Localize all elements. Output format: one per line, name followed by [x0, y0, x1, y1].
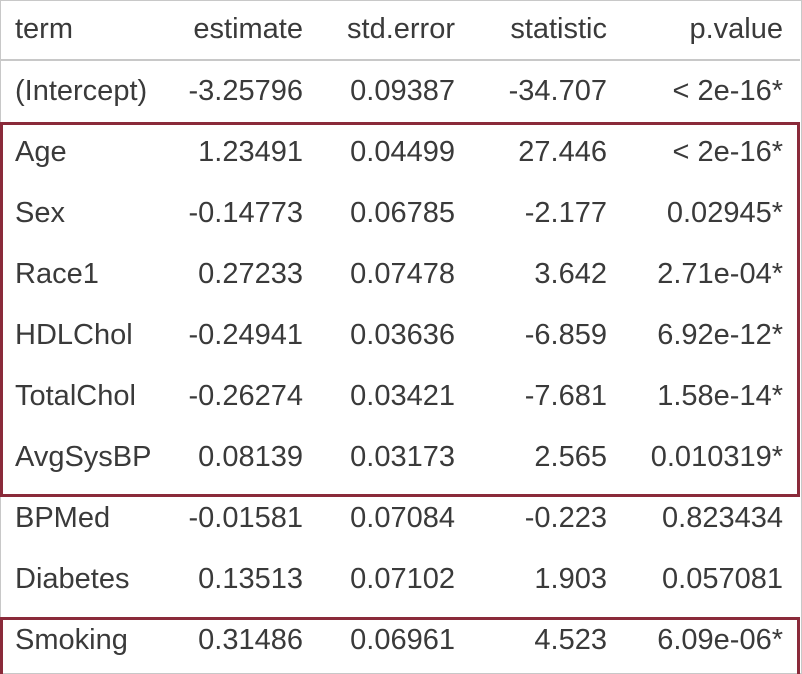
table-row: Race1 0.27233 0.07478 3.642 2.71e-04* — [0, 244, 800, 305]
table-row: HDLChol -0.24941 0.03636 -6.859 6.92e-12* — [0, 305, 800, 366]
table-row: Diabetes 0.13513 0.07102 1.903 0.057081 — [0, 549, 800, 610]
cell-std-error: 0.03421 — [350, 380, 455, 412]
cell-estimate: 0.08139 — [198, 441, 303, 473]
header-term: term — [0, 0, 176, 61]
header-p-value: p.value — [624, 0, 800, 61]
cell-statistic: 2.565 — [534, 441, 607, 473]
cell-estimate: 0.31486 — [198, 624, 303, 656]
cell-estimate: -0.14773 — [188, 197, 304, 229]
cell-p-value: < 2e-16* — [672, 75, 783, 107]
cell-term: (Intercept) — [15, 75, 148, 107]
cell-estimate: -3.25796 — [188, 75, 304, 107]
cell-std-error: 0.07478 — [350, 258, 455, 290]
header-row: term estimate std.error statistic p.valu… — [0, 0, 800, 61]
cell-p-value: 0.057081 — [662, 563, 783, 595]
cell-statistic: -2.177 — [524, 197, 607, 229]
cell-p-value: 0.02945* — [666, 197, 783, 229]
cell-estimate: -0.24941 — [188, 319, 304, 351]
cell-std-error: 0.07084 — [350, 502, 455, 534]
header-std-error: std.error — [320, 0, 472, 61]
cell-term: Age — [15, 136, 67, 168]
header-estimate: estimate — [176, 0, 320, 61]
cell-estimate: 0.27233 — [198, 258, 303, 290]
cell-term: HDLChol — [15, 319, 133, 351]
cell-term: Race1 — [15, 258, 99, 290]
cell-std-error: 0.07102 — [350, 563, 455, 595]
cell-estimate: 1.23491 — [198, 136, 303, 168]
cell-statistic: 4.523 — [534, 624, 607, 656]
table-row: BPMed -0.01581 0.07084 -0.223 0.823434 — [0, 488, 800, 549]
cell-estimate: -0.26274 — [188, 380, 304, 412]
table-row: TotalChol -0.26274 0.03421 -7.681 1.58e-14* — [0, 366, 800, 427]
cell-std-error: 0.03636 — [350, 319, 455, 351]
table-row: Sex -0.14773 0.06785 -2.177 0.02945* — [0, 183, 800, 244]
cell-p-value: < 2e-16* — [672, 136, 783, 168]
cell-term: Diabetes — [15, 563, 130, 595]
cell-std-error: 0.03173 — [350, 441, 455, 473]
table-row: AvgSysBP 0.08139 0.03173 2.565 0.010319* — [0, 427, 800, 488]
cell-p-value: 1.58e-14* — [657, 380, 783, 412]
cell-p-value: 6.92e-12* — [657, 319, 783, 351]
cell-estimate: -0.01581 — [188, 502, 304, 534]
cell-p-value: 0.010319* — [650, 441, 783, 473]
table-body: (Intercept) -3.25796 0.09387 -34.707 < 2e-16… — [0, 60, 800, 671]
cell-statistic: -0.223 — [524, 502, 607, 534]
cell-statistic: 3.642 — [534, 258, 607, 290]
cell-term: TotalChol — [15, 380, 136, 412]
table-row: Smoking 0.31486 0.06961 4.523 6.09e-06* — [0, 610, 800, 671]
cell-term: Smoking — [15, 624, 128, 656]
cell-std-error: 0.06785 — [350, 197, 455, 229]
table-row: (Intercept) -3.25796 0.09387 -34.707 < 2e-16… — [0, 60, 800, 122]
cell-statistic: -6.859 — [524, 319, 607, 351]
header-statistic: statistic — [472, 0, 624, 61]
cell-statistic: 1.903 — [534, 563, 607, 595]
cell-std-error: 0.04499 — [350, 136, 455, 168]
cell-p-value: 0.823434 — [662, 502, 783, 534]
cell-p-value: 2.71e-04* — [657, 258, 783, 290]
cell-std-error: 0.09387 — [350, 75, 455, 107]
cell-statistic: -7.681 — [524, 380, 607, 412]
cell-term: AvgSysBP — [15, 441, 152, 473]
cell-p-value: 6.09e-06* — [657, 624, 783, 656]
cell-term: Sex — [15, 197, 65, 229]
cell-term: BPMed — [15, 502, 111, 534]
cell-std-error: 0.06961 — [350, 624, 455, 656]
cell-statistic: -34.707 — [508, 75, 607, 107]
cell-estimate: 0.13513 — [198, 563, 303, 595]
cell-statistic: 27.446 — [518, 136, 607, 168]
table-row: Age 1.23491 0.04499 27.446 < 2e-16* — [0, 122, 800, 183]
